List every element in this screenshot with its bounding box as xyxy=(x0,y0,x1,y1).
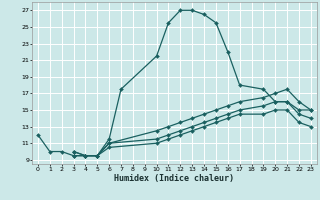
X-axis label: Humidex (Indice chaleur): Humidex (Indice chaleur) xyxy=(115,174,234,183)
